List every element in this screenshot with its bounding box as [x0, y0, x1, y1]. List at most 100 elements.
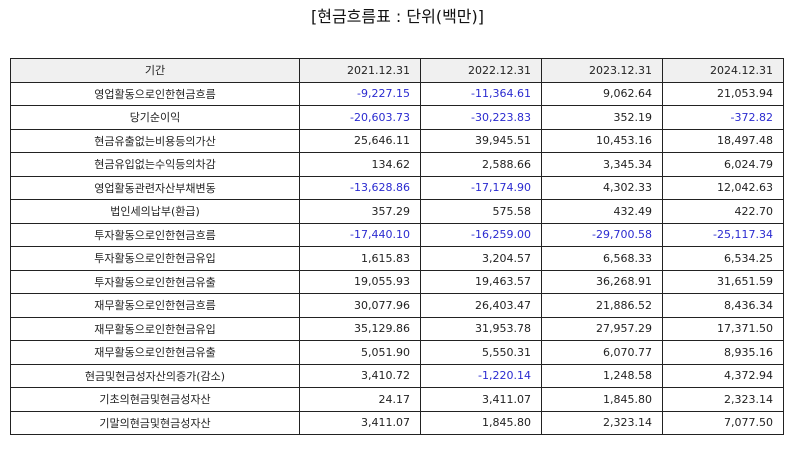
value-cell: 21,053.94 — [662, 81, 784, 106]
row-label: 영업활동관련자산부채변동 — [10, 175, 300, 200]
table-row: 기초의현금및현금성자산 24.17 3,411.07 1,845.80 2,323.14 — [10, 387, 784, 412]
value-cell: 6,534.25 — [662, 246, 784, 271]
value-cell: 19,463.57 — [420, 269, 542, 294]
row-label: 기말의현금및현금성자산 — [10, 410, 300, 435]
value-cell: -29,700.58 — [541, 222, 663, 247]
value-cell: 31,953.78 — [420, 316, 542, 341]
row-label: 투자활동으로인한현금유입 — [10, 246, 300, 271]
row-label: 당기순이익 — [10, 105, 300, 130]
value-cell: 352.19 — [541, 105, 663, 130]
value-cell: 30,077.96 — [299, 293, 421, 318]
value-cell: -25,117.34 — [662, 222, 784, 247]
value-cell: 19,055.93 — [299, 269, 421, 294]
table-row: 투자활동으로인한현금흐름 -17,440.10 -16,259.00 -29,700.… — [10, 222, 784, 247]
value-cell: 134.62 — [299, 152, 421, 177]
column-header-year: 2024.12.31 — [662, 58, 784, 83]
table-row: 투자활동으로인한현금유출 19,055.93 19,463.57 36,268.91 3… — [10, 269, 784, 294]
value-cell: 422.70 — [662, 199, 784, 224]
column-header-period: 기간 — [10, 58, 300, 83]
value-cell: 575.58 — [420, 199, 542, 224]
value-cell: -17,440.10 — [299, 222, 421, 247]
table-body: 영업활동으로인한현금흐름 -9,227.15 -11,364.61 9,062.64 2… — [10, 81, 784, 435]
table-row: 재무활동으로인한현금유입 35,129.86 31,953.78 27,957.29 1… — [10, 316, 784, 341]
table-row: 기말의현금및현금성자산 3,411.07 1,845.80 2,323.14 7,077… — [10, 410, 784, 435]
table-row: 당기순이익 -20,603.73 -30,223.83 352.19 -372.82 — [10, 105, 784, 130]
value-cell: 1,248.58 — [541, 363, 663, 388]
value-cell: 31,651.59 — [662, 269, 784, 294]
row-label: 재무활동으로인한현금흐름 — [10, 293, 300, 318]
value-cell: 1,615.83 — [299, 246, 421, 271]
row-label: 현금및현금성자산의증가(감소) — [10, 363, 300, 388]
table-header-row: 기간 2021.12.31 2022.12.31 2023.12.31 2024… — [10, 58, 784, 83]
value-cell: 6,024.79 — [662, 152, 784, 177]
value-cell: 27,957.29 — [541, 316, 663, 341]
value-cell: 3,411.07 — [299, 410, 421, 435]
value-cell: 3,411.07 — [420, 387, 542, 412]
row-label: 재무활동으로인한현금유출 — [10, 340, 300, 365]
value-cell: -16,259.00 — [420, 222, 542, 247]
page-title: [현금흐름표 : 단위(백만)] — [310, 7, 484, 26]
value-cell: 6,568.33 — [541, 246, 663, 271]
value-cell: 10,453.16 — [541, 128, 663, 153]
row-label: 법인세의납부(환급) — [10, 199, 300, 224]
value-cell: 1,845.80 — [420, 410, 542, 435]
row-label: 현금유출없는비용등의가산 — [10, 128, 300, 153]
row-label: 재무활동으로인한현금유입 — [10, 316, 300, 341]
value-cell: 8,935.16 — [662, 340, 784, 365]
row-label: 영업활동으로인한현금흐름 — [10, 81, 300, 106]
value-cell: 3,410.72 — [299, 363, 421, 388]
value-cell: 17,371.50 — [662, 316, 784, 341]
value-cell: 2,323.14 — [662, 387, 784, 412]
value-cell: 25,646.11 — [299, 128, 421, 153]
table-row: 재무활동으로인한현금유출 5,051.90 5,550.31 6,070.77 8,93… — [10, 340, 784, 365]
value-cell: 18,497.48 — [662, 128, 784, 153]
column-header-year: 2021.12.31 — [299, 58, 421, 83]
value-cell: -17,174.90 — [420, 175, 542, 200]
value-cell: 36,268.91 — [541, 269, 663, 294]
value-cell: 5,051.90 — [299, 340, 421, 365]
value-cell: 4,302.33 — [541, 175, 663, 200]
row-label: 현금유입없는수익등의차감 — [10, 152, 300, 177]
value-cell: 432.49 — [541, 199, 663, 224]
value-cell: 2,588.66 — [420, 152, 542, 177]
value-cell: 1,845.80 — [541, 387, 663, 412]
value-cell: 35,129.86 — [299, 316, 421, 341]
table-row: 투자활동으로인한현금유입 1,615.83 3,204.57 6,568.33 6,53… — [10, 246, 784, 271]
table-row: 영업활동관련자산부채변동 -13,628.86 -17,174.90 4,302.33… — [10, 175, 784, 200]
value-cell: 357.29 — [299, 199, 421, 224]
table-row: 현금유출없는비용등의가산 25,646.11 39,945.51 10,453.16 1… — [10, 128, 784, 153]
value-cell: 8,436.34 — [662, 293, 784, 318]
value-cell: 24.17 — [299, 387, 421, 412]
value-cell: 7,077.50 — [662, 410, 784, 435]
value-cell: 12,042.63 — [662, 175, 784, 200]
value-cell: 9,062.64 — [541, 81, 663, 106]
table-row: 법인세의납부(환급) 357.29 575.58 432.49 422.70 — [10, 199, 784, 224]
value-cell: 3,204.57 — [420, 246, 542, 271]
value-cell: 39,945.51 — [420, 128, 542, 153]
row-label: 투자활동으로인한현금흐름 — [10, 222, 300, 247]
table-row: 영업활동으로인한현금흐름 -9,227.15 -11,364.61 9,062.64 2… — [10, 81, 784, 106]
value-cell: 21,886.52 — [541, 293, 663, 318]
value-cell: 6,070.77 — [541, 340, 663, 365]
value-cell: -9,227.15 — [299, 81, 421, 106]
value-cell: -30,223.83 — [420, 105, 542, 130]
cash-flow-table: 기간 2021.12.31 2022.12.31 2023.12.31 2024… — [10, 58, 784, 435]
value-cell: 2,323.14 — [541, 410, 663, 435]
value-cell: -13,628.86 — [299, 175, 421, 200]
table-row: 재무활동으로인한현금흐름 30,077.96 26,403.47 21,886.52 8… — [10, 293, 784, 318]
row-label: 투자활동으로인한현금유출 — [10, 269, 300, 294]
value-cell: -11,364.61 — [420, 81, 542, 106]
column-header-year: 2022.12.31 — [420, 58, 542, 83]
value-cell: -1,220.14 — [420, 363, 542, 388]
value-cell: -372.82 — [662, 105, 784, 130]
value-cell: 4,372.94 — [662, 363, 784, 388]
row-label: 기초의현금및현금성자산 — [10, 387, 300, 412]
value-cell: 26,403.47 — [420, 293, 542, 318]
value-cell: 3,345.34 — [541, 152, 663, 177]
table-row: 현금유입없는수익등의차감 134.62 2,588.66 3,345.34 6,024.… — [10, 152, 784, 177]
column-header-year: 2023.12.31 — [541, 58, 663, 83]
value-cell: -20,603.73 — [299, 105, 421, 130]
value-cell: 5,550.31 — [420, 340, 542, 365]
table-row: 현금및현금성자산의증가(감소) 3,410.72 -1,220.14 1,248.58… — [10, 363, 784, 388]
